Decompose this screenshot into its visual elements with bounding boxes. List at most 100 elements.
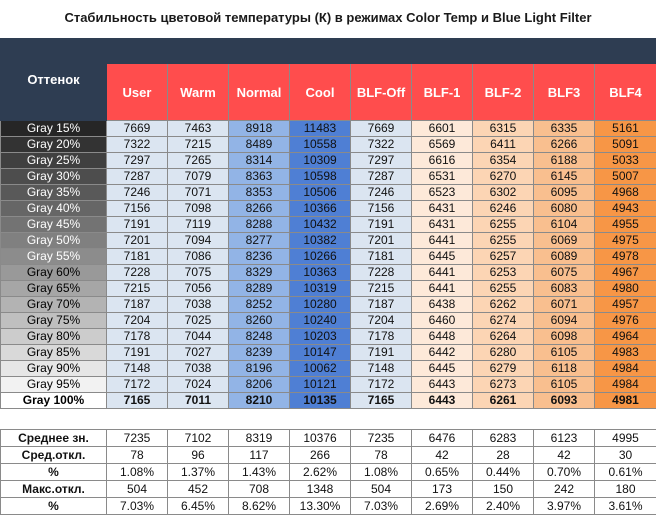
table-cell: 6448 [411, 328, 473, 345]
table-cell: 7228 [106, 264, 168, 281]
stats-cell: 3.97% [533, 497, 595, 515]
table-row: Gray 90% 7148 7038 8196 10062 7148 6445 6279 611… [0, 360, 656, 377]
stats-cell: 3.61% [593, 497, 656, 515]
table-cell: 4964 [593, 328, 656, 345]
stats-cell: 150 [472, 480, 534, 498]
table-cell: 10147 [289, 344, 351, 361]
table-cell: 10309 [289, 152, 351, 169]
table-cell: 6094 [533, 312, 595, 329]
table-cell: 7172 [350, 376, 412, 393]
table-cell: 10382 [289, 232, 351, 249]
stats-cell: 2.40% [472, 497, 534, 515]
table-cell: 6246 [472, 200, 534, 217]
table-row: Gray 70% 7187 7038 8252 10280 7187 6438 6262 607… [0, 296, 656, 313]
table-cell: 7201 [106, 232, 168, 249]
table-row: Gray 75% 7204 7025 8260 10240 7204 6460 6274 609… [0, 312, 656, 329]
table-cell: 6274 [472, 312, 534, 329]
table-cell: 7187 [106, 296, 168, 313]
table-cell: 8277 [228, 232, 290, 249]
table-cell: 6261 [472, 392, 534, 409]
table-cell: 6354 [472, 152, 534, 169]
column-header: User [106, 63, 168, 121]
table-cell: 7246 [350, 184, 412, 201]
stats-cell: 42 [411, 446, 473, 464]
table-cell: 6601 [411, 120, 473, 137]
table-cell: 6431 [411, 216, 473, 233]
stats-cell: 2.62% [289, 463, 351, 481]
table-cell: 7165 [106, 392, 168, 409]
table-cell: 6280 [472, 344, 534, 361]
stats-cell: 7235 [106, 429, 168, 447]
stats-cell: 6283 [472, 429, 534, 447]
table-cell: 6080 [533, 200, 595, 217]
row-label: Gray 60% [0, 264, 107, 281]
stats-cell: 7235 [350, 429, 412, 447]
table-row: Gray 45% 7191 7119 8288 10432 7191 6431 6255 610… [0, 216, 656, 233]
table-row: Gray 55% 7181 7086 8236 10266 7181 6445 6257 608… [0, 248, 656, 265]
table-cell: 7191 [350, 344, 412, 361]
stats-cell: 8.62% [228, 497, 290, 515]
table-cell: 5091 [593, 136, 656, 153]
stats-cell: 1.08% [106, 463, 168, 481]
stats-row: % 1.08% 1.37% 1.43% 2.62% 1.08% 0.65% 0.44% 0.70… [0, 463, 656, 481]
table-cell: 8206 [228, 376, 290, 393]
table-cell: 8239 [228, 344, 290, 361]
row-label: Gray 75% [0, 312, 107, 329]
table-cell: 6105 [533, 376, 595, 393]
column-header: BLF-1 [411, 63, 473, 121]
table-cell: 6264 [472, 328, 534, 345]
stats-cell: 1.08% [350, 463, 412, 481]
table-cell: 6105 [533, 344, 595, 361]
row-label: Gray 25% [0, 152, 107, 169]
table-cell: 7191 [106, 216, 168, 233]
table-cell: 4955 [593, 216, 656, 233]
stats-label: Среднее зн. [0, 429, 107, 447]
table-cell: 10240 [289, 312, 351, 329]
table-cell: 6302 [472, 184, 534, 201]
table-cell: 6441 [411, 264, 473, 281]
table-cell: 6145 [533, 168, 595, 185]
column-header: BLF-2 [472, 63, 534, 121]
table-cell: 7027 [167, 344, 229, 361]
table-row: Gray 50% 7201 7094 8277 10382 7201 6441 6255 606… [0, 232, 656, 249]
table-cell: 7098 [167, 200, 229, 217]
table-cell: 6445 [411, 360, 473, 377]
row-label: Gray 35% [0, 184, 107, 201]
column-header-row: User Warm Normal Cool BLF-Off BLF-1 BLF-2 BLF3 B… [1, 63, 656, 121]
header-band: Оттенок [0, 38, 656, 121]
stats-label: % [0, 463, 107, 481]
table-cell: 10121 [289, 376, 351, 393]
table-cell: 7094 [167, 232, 229, 249]
table-cell: 7322 [106, 136, 168, 153]
table-cell: 7079 [167, 168, 229, 185]
table-cell: 6438 [411, 296, 473, 313]
table-cell: 4981 [593, 392, 656, 409]
stats-cell: 0.44% [472, 463, 534, 481]
table-cell: 10135 [289, 392, 351, 409]
table-cell: 6315 [472, 120, 534, 137]
stats-cell: 10376 [289, 429, 351, 447]
table-row: Gray 30% 7287 7079 8363 10598 7287 6531 6270 614… [0, 168, 656, 185]
column-header: BLF-Off [350, 63, 412, 121]
table-cell: 6093 [533, 392, 595, 409]
table-cell: 6442 [411, 344, 473, 361]
stats-cell: 96 [167, 446, 229, 464]
table-cell: 8289 [228, 280, 290, 297]
table-cell: 7287 [106, 168, 168, 185]
table-cell: 7322 [350, 136, 412, 153]
stats-row: Макс.откл. 504 452 708 1348 504 173 150 242 180 [0, 480, 656, 498]
table-cell: 5007 [593, 168, 656, 185]
table-cell: 7297 [350, 152, 412, 169]
table-cell: 4978 [593, 248, 656, 265]
table-cell: 4980 [593, 280, 656, 297]
row-label: Gray 15% [0, 120, 107, 137]
table-cell: 5033 [593, 152, 656, 169]
table-cell: 7215 [167, 136, 229, 153]
table-cell: 8260 [228, 312, 290, 329]
column-header: Normal [228, 63, 290, 121]
table-cell: 7246 [106, 184, 168, 201]
row-header-cell: Оттенок [0, 38, 107, 121]
row-label: Gray 40% [0, 200, 107, 217]
table-cell: 6270 [472, 168, 534, 185]
table-row: Gray 25% 7297 7265 8314 10309 7297 6616 6354 618… [0, 152, 656, 169]
